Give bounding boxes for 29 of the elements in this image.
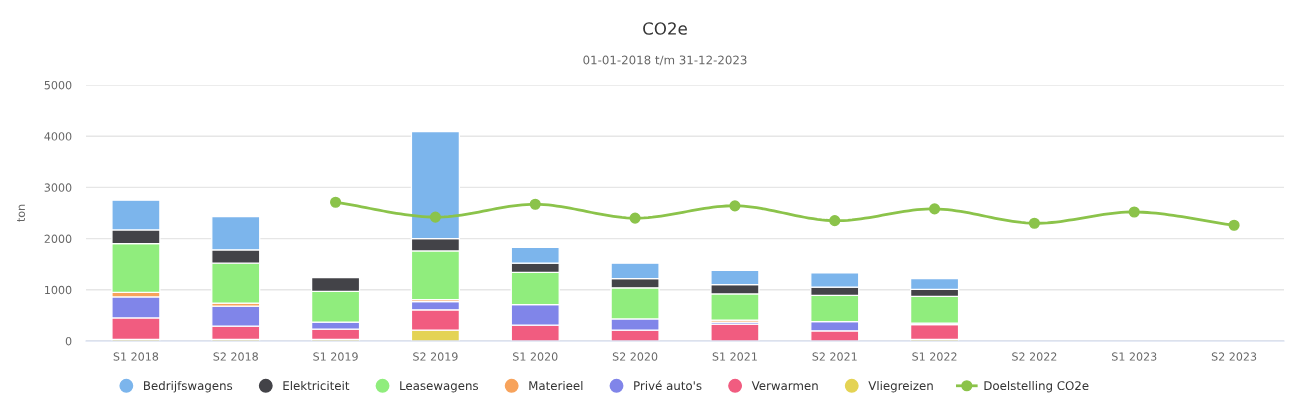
y-tick-label: 1000 (45, 285, 72, 295)
y-tick-label: 2000 (44, 234, 72, 243)
x-tick-label: S2 2019 (413, 352, 458, 361)
legend-label: Leasewagens (400, 381, 479, 393)
y-axis-title: ton (17, 204, 26, 222)
x-tick-label: S2 2023 (1211, 352, 1257, 361)
legend-label: Privé auto's (634, 380, 702, 391)
x-tick-label: S1 2022 (912, 352, 957, 361)
y-tick-label: 3000 (44, 183, 72, 192)
x-tick-label: S1 2020 (513, 352, 558, 361)
legend-label: Elektriciteit (283, 380, 350, 391)
legend-label: Bedrijfswagens (144, 380, 233, 393)
legend-label: Doelstelling CO2e (984, 380, 1089, 393)
x-tick-label: S2 2018 (213, 352, 258, 361)
x-tick-label: S1 2018 (113, 352, 159, 361)
x-tick-label: S2 2022 (1012, 352, 1057, 361)
chart-subtitle: 01-01-2018 t/m 31-12-2023 (583, 55, 747, 66)
legend-label: Vliegreizen (868, 380, 933, 393)
legend-label: Verwarmen (751, 381, 818, 391)
y-tick-label: 0 (65, 336, 72, 346)
y-tick-label: 5000 (44, 80, 72, 90)
y-tick-label: 4000 (44, 132, 72, 141)
x-tick-label: S2 2020 (612, 352, 658, 361)
x-tick-label: S1 2021 (712, 352, 757, 361)
x-tick-label: S1 2023 (1112, 352, 1157, 361)
chart-title: CO2e (643, 22, 687, 35)
legend-label: Materieel (529, 380, 583, 391)
x-tick-label: S1 2019 (313, 352, 358, 361)
x-tick-label: S2 2021 (812, 352, 857, 361)
